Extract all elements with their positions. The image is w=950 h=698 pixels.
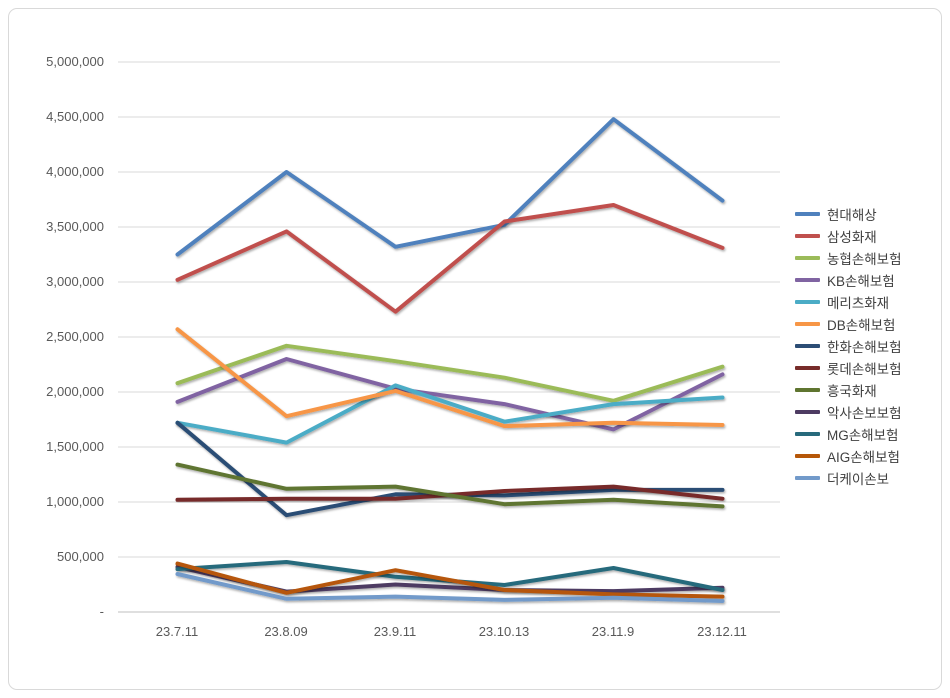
series-line-5: [175, 327, 725, 429]
legend-item: 한화손해보험: [795, 335, 902, 357]
legend-swatch: [795, 212, 820, 216]
legend-item: AIG손해보험: [795, 445, 902, 467]
series-line-11: [175, 561, 725, 599]
series-line-3: [175, 357, 725, 432]
legend-label: 악사손보보험: [827, 406, 902, 421]
legend-swatch: [795, 454, 820, 458]
x-axis-label: 23.7.11: [155, 624, 199, 639]
y-axis-label: 1,500,000: [46, 439, 104, 454]
x-axis-label: 23.12.11: [697, 624, 747, 639]
legend-swatch: [795, 388, 820, 392]
legend-item: KB손해보험: [795, 269, 902, 291]
legend: 현대해상 삼성화재 농협손해보험 KB손해보험 메리츠화재 DB손해보험 한화손…: [795, 203, 902, 489]
legend-label: 롯데손해보험: [827, 362, 902, 377]
legend-swatch: [795, 256, 820, 260]
y-axis-label: 2,500,000: [46, 329, 104, 344]
legend-label: MG손해보험: [827, 428, 899, 443]
series-line-8: [175, 462, 725, 509]
legend-label: 한화손해보험: [827, 340, 902, 355]
x-axis-label: 23.10.13: [478, 624, 530, 639]
legend-item: MG손해보험: [795, 423, 902, 445]
legend-label: KB손해보험: [827, 274, 895, 289]
legend-item: 현대해상: [795, 203, 902, 225]
legend-label: 삼성화재: [827, 230, 877, 245]
legend-item: 삼성화재: [795, 225, 902, 247]
legend-label: 현대해상: [827, 208, 877, 223]
legend-label: AIG손해보험: [827, 450, 900, 465]
x-axis-label: 23.8.09: [264, 624, 308, 639]
y-axis-label: 1,000,000: [46, 494, 104, 509]
legend-swatch: [795, 432, 820, 436]
legend-item: 롯데손해보험: [795, 357, 902, 379]
y-axis-label: 3,000,000: [46, 274, 104, 289]
legend-swatch: [795, 234, 820, 238]
legend-item: 더케이손보: [795, 467, 902, 489]
y-axis-label: 3,500,000: [46, 219, 104, 234]
legend-swatch: [795, 322, 820, 326]
legend-swatch: [795, 344, 820, 348]
plot-gridlines: [118, 61, 780, 613]
legend-label: 메리츠화재: [827, 296, 890, 311]
series-line-0: [175, 117, 725, 257]
legend-swatch: [795, 476, 820, 480]
y-axis-label: 4,000,000: [46, 164, 104, 179]
legend-swatch: [795, 366, 820, 370]
y-axis-label: 5,000,000: [46, 54, 104, 69]
legend-item: 메리츠화재: [795, 291, 902, 313]
x-axis-label: 23.11.9: [591, 624, 635, 639]
legend-swatch: [795, 278, 820, 282]
y-axis-label: 500,000: [57, 549, 104, 564]
y-axis-label: -: [99, 604, 104, 619]
chart-card: [8, 8, 942, 690]
legend-label: 농협손해보험: [827, 252, 902, 267]
series-line-2: [175, 343, 725, 403]
legend-swatch: [795, 300, 820, 304]
legend-item: 악사손보보험: [795, 401, 902, 423]
legend-label: 더케이손보: [827, 472, 890, 487]
legend-swatch: [795, 410, 820, 414]
x-axis-label: 23.9.11: [373, 624, 417, 639]
legend-item: DB손해보험: [795, 313, 902, 335]
series-line-12: [175, 572, 725, 603]
legend-item: 농협손해보험: [795, 247, 902, 269]
series-line-1: [175, 203, 725, 314]
series-line-4: [175, 383, 725, 445]
legend-label: 흥국화재: [827, 384, 877, 399]
legend-label: DB손해보험: [827, 318, 896, 333]
legend-item: 흥국화재: [795, 379, 902, 401]
y-axis-label: 2,000,000: [46, 384, 104, 399]
y-axis-label: 4,500,000: [46, 109, 104, 124]
